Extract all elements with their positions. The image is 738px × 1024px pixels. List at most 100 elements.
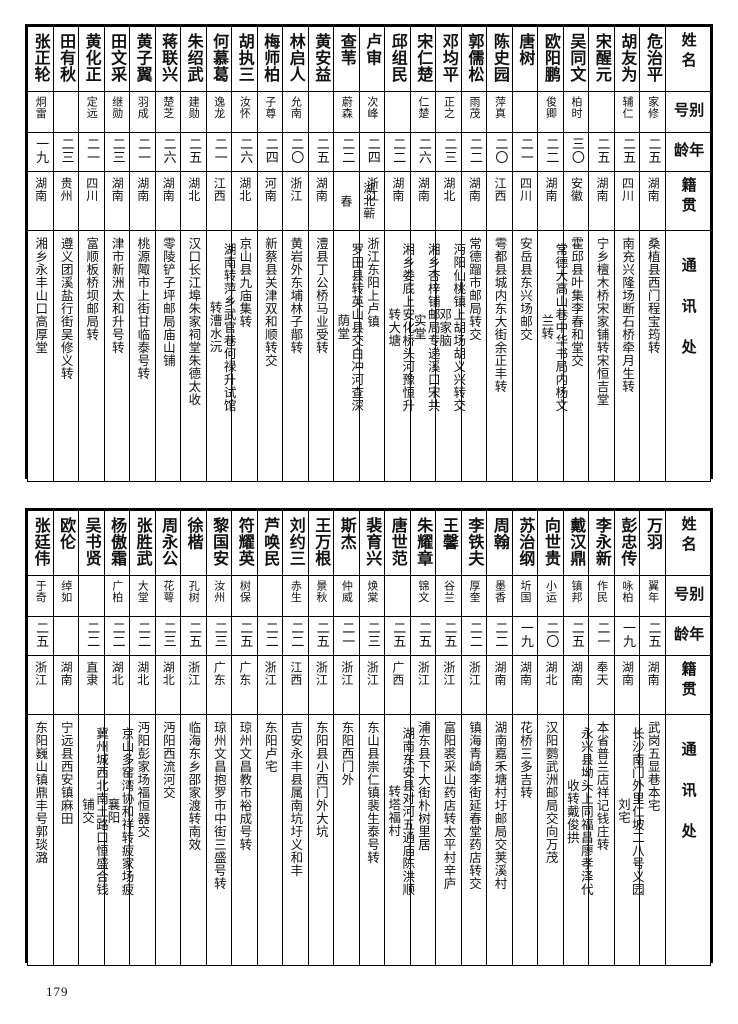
cell-address-text: 沔阳仙桃镇上胡场胡义兴转交邓家脑 — [437, 242, 467, 412]
roster-body-bottom: 张廷伟 欧伦 吴书贤 杨傲霜 张胜武 周永公 徐楷 黎国安 符耀英 芦唤民 刘约三 王万根 斯杰 裴育兴唐… — [27, 510, 711, 966]
cell-name-text: 胡友为 — [618, 33, 638, 83]
cell-age: 一九 — [27, 132, 54, 172]
row-header-label: 籍贯 — [679, 661, 698, 701]
row-header-name: 姓名 — [665, 26, 711, 92]
cell-address-text: 永兴县坳头上同福昌廖孝泽代收转戴俊拱 — [564, 726, 594, 896]
cell-address: 桃源陬市上街甘临泰号转 — [129, 230, 156, 482]
cell-alias: 花萼 — [154, 575, 182, 617]
cell-name: 邓均平 — [435, 26, 462, 92]
cell-name-text: 郭儒松 — [465, 33, 485, 83]
cell-age: 二二 — [486, 616, 513, 656]
cell-address: 沔阳彭家场福恒器交 — [129, 714, 156, 966]
cell-address-text: 新蔡县关津双和顺转交 — [262, 237, 278, 367]
cell-origin-text: 湖南 — [161, 177, 176, 202]
cell-origin-text: 湖南 — [646, 177, 661, 202]
cell-alias: 绰如 — [52, 575, 80, 617]
cell-alias-text: 谷兰 — [442, 580, 456, 603]
cell-origin: 湖北 — [129, 655, 156, 715]
cell-age: 二六 — [154, 132, 182, 172]
cell-origin: 浙江 — [27, 655, 54, 715]
cell-address-text: 东阳县小西门外大坑 — [313, 721, 329, 838]
cell-name: 唐树 — [511, 26, 539, 92]
cell-alias: 继勋 — [103, 91, 131, 133]
cell-address-text: 安岳县东兴场邮交 — [518, 237, 534, 341]
cell-address-text: 湘乡永丰山口高厚堂 — [33, 237, 49, 354]
cell-origin-text: 浙江 — [263, 661, 278, 686]
cell-origin-text: 湖北 — [110, 661, 125, 686]
cell-origin: 湖南 — [537, 171, 564, 231]
cell-name: 邱组民 — [384, 26, 411, 92]
cell-address: 汉阳鹦武洲邮局交向万茂 — [537, 714, 564, 966]
cell-address: 东阳西门外 — [333, 714, 360, 966]
cell-name: 彭忠传 — [613, 510, 641, 576]
cell-alias: 焕棠 — [358, 575, 386, 617]
cell-age: 二五 — [231, 616, 258, 656]
cell-origin-text: 湖南 — [543, 177, 558, 202]
cell-address-text: 桑植县西门程宝筠转 — [645, 237, 661, 354]
cell-address: 永兴县坳头上同福昌廖孝泽代收转戴俊拱 — [562, 714, 594, 966]
cell-origin: 湖南 — [460, 171, 488, 231]
cell-age: 二五 — [384, 616, 411, 656]
cell-name: 符耀英 — [231, 510, 258, 576]
cell-origin: 湖南 — [52, 655, 80, 715]
cell-origin-text: 湖北 — [543, 661, 558, 686]
cell-origin-text: 江西 — [492, 177, 507, 202]
cell-alias: 赤生 — [282, 575, 309, 617]
cell-name: 张胜武 — [129, 510, 156, 576]
cell-alias-text: 允南 — [289, 96, 303, 119]
cell-age-text: 二五 — [645, 621, 661, 648]
cell-origin: 奉天 — [588, 655, 615, 715]
cell-age: 二二 — [129, 616, 156, 656]
cell-address-text: 浙江东阳上卢镇 — [364, 237, 380, 328]
cell-alias-text: 孔树 — [187, 580, 201, 603]
cell-alias: 汝怀 — [231, 91, 258, 133]
cell-age-text: 二二 — [466, 137, 482, 164]
cell-alias — [52, 91, 80, 133]
cell-address: 雩都县城内东大街余正丰转 — [486, 230, 513, 482]
cell-address: 长沙南门外里仁坡二八号义园刘宅 — [613, 714, 645, 966]
cell-name-text: 何慕葛 — [210, 33, 230, 83]
cell-address-text: 湖南转萍乡武官巷何禄升试馆转漕水沅 — [207, 242, 237, 412]
cell-age: 二〇 — [282, 132, 309, 172]
row-header-label: 通讯处 — [679, 257, 698, 380]
cell-name-text: 王馨 — [439, 517, 459, 550]
cell-name-text: 胡执三 — [235, 33, 255, 83]
cell-name-text: 彭忠传 — [618, 517, 638, 567]
cell-age: 一九 — [613, 616, 641, 656]
cell-alias-text: 家修 — [646, 96, 660, 119]
cell-address-text: 京山多窑湾协和祥转疲家场疲襄阳 — [105, 726, 135, 896]
cell-address: 浙江东阳上卢镇 — [358, 230, 386, 482]
cell-age-text: 二五 — [441, 621, 457, 648]
cell-alias: 广柏 — [103, 575, 131, 617]
cell-name-text: 黎国安 — [210, 517, 230, 567]
roster-row-age: 一九 二三 二一 二三 二一 二六 二五 二一 二六 二四 二〇 二五 二二 二四 二二 二六 二三 二二 二〇 二一… — [27, 132, 711, 172]
cell-address-text: 汉阳鹦武洲邮局交向万茂 — [543, 721, 559, 864]
cell-alias — [256, 575, 284, 617]
cell-origin-text: 浙江 — [441, 661, 456, 686]
cell-origin: 湖南 — [639, 171, 666, 231]
cell-alias: 楚芝 — [154, 91, 182, 133]
cell-address: 湖南转萍乡武官巷何禄升试馆转漕水沅 — [205, 230, 237, 482]
cell-name: 朱绍武 — [180, 26, 207, 92]
cell-name-text: 刘约三 — [286, 517, 306, 567]
cell-name-text: 朱耀章 — [414, 517, 434, 567]
cell-address: 湘乡永丰山口高厚堂 — [27, 230, 54, 482]
cell-name-text: 朱绍武 — [184, 33, 204, 83]
cell-name-text: 黄安益 — [312, 33, 332, 83]
cell-address: 京山县九庙集转 — [231, 230, 258, 482]
row-header-age: 年龄 — [665, 616, 711, 656]
cell-age: 二二 — [460, 132, 488, 172]
cell-name: 黎国安 — [205, 510, 233, 576]
cell-age-text: 二一 — [84, 137, 100, 164]
cell-origin-text: 浙江 — [416, 661, 431, 686]
cell-alias-text: 柏时 — [570, 96, 584, 119]
row-header-alias: 别号 — [665, 575, 711, 617]
cell-age-text: 一九 — [619, 621, 635, 648]
cell-alias-text: 俊卿 — [544, 96, 558, 119]
cell-origin-text: 江西 — [212, 177, 227, 202]
cell-origin: 四川 — [511, 171, 539, 231]
row-header-address: 通讯处 — [665, 714, 711, 966]
cell-name: 卢审 — [358, 26, 386, 92]
cell-address: 罗田县转英山县交白冲河查深荫堂 — [333, 230, 364, 482]
cell-origin-text: 湖北 — [186, 177, 201, 202]
